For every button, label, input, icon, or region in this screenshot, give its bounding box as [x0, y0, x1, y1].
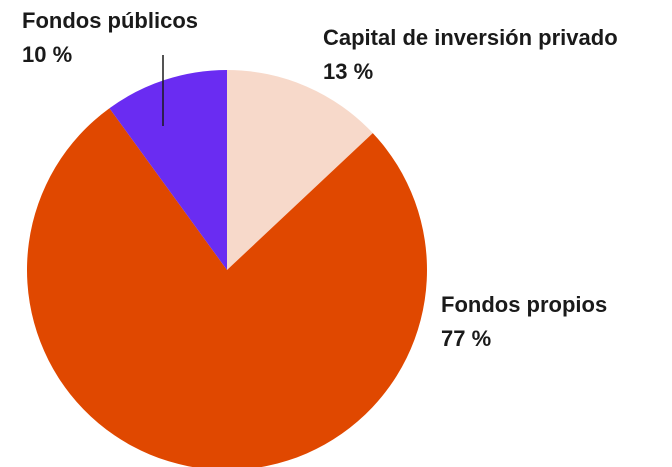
value-label: 77 % — [441, 326, 491, 351]
slice-label: Fondos propios — [441, 292, 607, 317]
slice-label: Capital de inversión privado — [323, 25, 618, 50]
pie-slice — [227, 70, 373, 270]
pie-slice — [109, 70, 227, 270]
value-label: 10 % — [22, 42, 72, 67]
pie-slice — [27, 108, 427, 467]
slice-label: Fondos públicos — [22, 8, 198, 33]
pie — [27, 70, 427, 467]
value-label: 13 % — [323, 59, 373, 84]
